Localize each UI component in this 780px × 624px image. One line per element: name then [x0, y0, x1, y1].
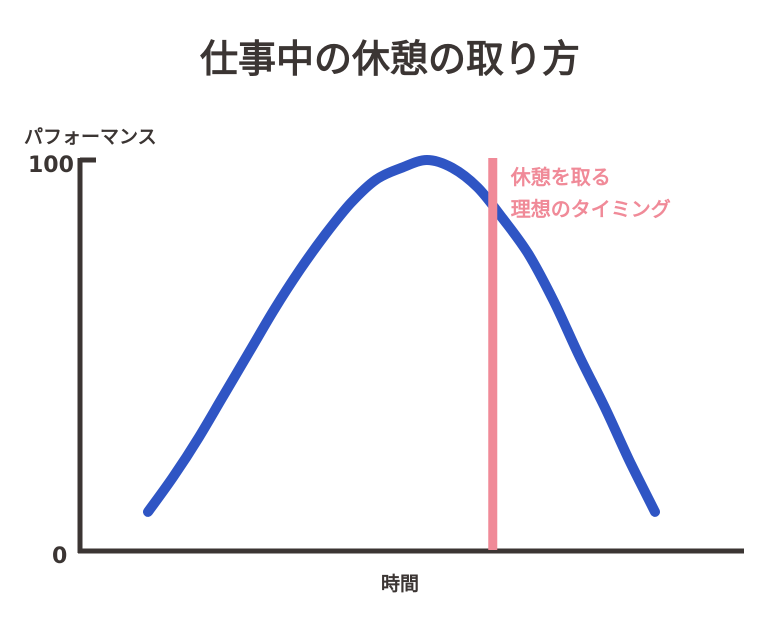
annotation-line-1: 休憩を取る	[510, 165, 611, 189]
x-axis-label: 時間	[381, 573, 419, 595]
y-axis-label: パフォーマンス	[24, 126, 157, 148]
annotation-line-2: 理想のタイミング	[511, 197, 671, 221]
y-tick-top: 100	[28, 153, 74, 178]
performance-curve	[143, 154, 660, 517]
chart-title: 仕事中の休憩の取り方	[200, 37, 580, 81]
y-tick-bottom: 0	[52, 544, 67, 569]
